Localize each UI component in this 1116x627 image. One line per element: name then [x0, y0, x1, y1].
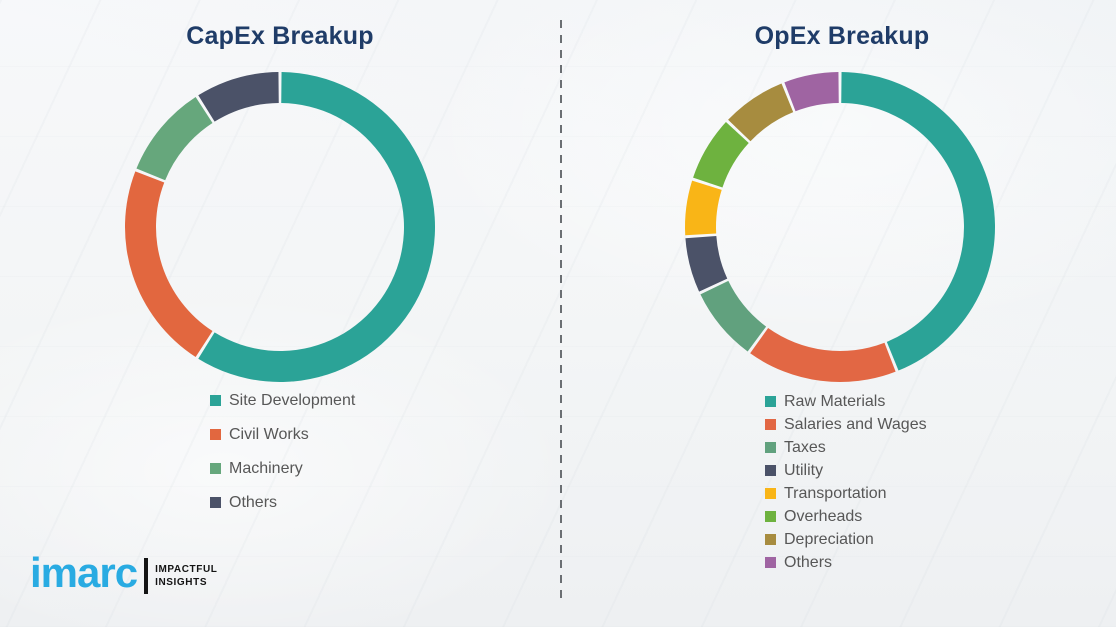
legend-label: Overheads: [784, 508, 863, 525]
donut-segment-overheads: [693, 122, 749, 188]
donut-segment-utility: [685, 236, 728, 292]
imarc-tagline-line2: INSIGHTS: [155, 577, 208, 588]
capex-chart-title: CapEx Breakup: [186, 22, 374, 50]
legend-item-utility: Utility: [765, 462, 927, 479]
legend-swatch-icon: [210, 463, 221, 474]
legend-swatch-icon: [765, 396, 776, 407]
donut-segment-transportation: [685, 180, 722, 236]
legend-label: Taxes: [784, 439, 826, 456]
legend-label: Others: [784, 554, 833, 571]
legend-swatch-icon: [765, 465, 776, 476]
legend-label: Machinery: [229, 460, 303, 477]
imarc-logo-divider-bar: [144, 558, 149, 594]
section-divider-dashed-line: [560, 20, 562, 602]
imarc-logo: imarc IMPACTFUL INSIGHTS: [30, 552, 218, 594]
opex-chart-title: OpEx Breakup: [754, 22, 930, 50]
legend-item-civil-works: Civil Works: [210, 426, 355, 443]
legend-label: Others: [229, 494, 278, 511]
legend-label: Salaries and Wages: [784, 416, 927, 433]
legend-label: Utility: [784, 462, 824, 479]
legend-item-site-development: Site Development: [210, 392, 355, 409]
legend-swatch-icon: [210, 395, 221, 406]
legend-item-depreciation: Depreciation: [765, 531, 927, 548]
imarc-logo-tagline: IMPACTFUL INSIGHTS: [155, 563, 217, 589]
legend-item-taxes: Taxes: [765, 439, 927, 456]
legend-swatch-icon: [765, 511, 776, 522]
legend-swatch-icon: [210, 497, 221, 508]
donut-segment-taxes: [700, 280, 767, 352]
legend-item-transportation: Transportation: [765, 485, 927, 502]
donut-segment-civil-works: [124, 171, 213, 358]
legend-item-machinery: Machinery: [210, 460, 355, 477]
legend-swatch-icon: [765, 442, 776, 453]
legend-label: Site Development: [229, 392, 356, 409]
legend-swatch-icon: [765, 488, 776, 499]
donut-segment-site-development: [198, 72, 436, 383]
donut-segment-raw-materials: [841, 72, 996, 371]
opex-legend: Raw Materials Salaries and Wages Taxes Util…: [765, 393, 927, 577]
imarc-logo-wordmark: imarc: [30, 549, 138, 596]
legend-swatch-icon: [765, 534, 776, 545]
legend-item-others: Others: [765, 554, 927, 571]
opex-donut-chart: [685, 72, 996, 383]
donut-segment-depreciation: [728, 83, 794, 142]
donut-segment-machinery: [136, 96, 213, 181]
donut-segment-others: [198, 72, 279, 122]
legend-swatch-icon: [765, 557, 776, 568]
legend-swatch-icon: [210, 429, 221, 440]
legend-label: Civil Works: [229, 426, 309, 443]
legend-item-salaries-and-wages: Salaries and Wages: [765, 416, 927, 433]
legend-label: Raw Materials: [784, 393, 886, 410]
imarc-tagline-line1: IMPACTFUL: [155, 564, 218, 575]
legend-item-overheads: Overheads: [765, 508, 927, 525]
legend-label: Depreciation: [784, 531, 874, 548]
legend-item-raw-materials: Raw Materials: [765, 393, 927, 410]
legend-swatch-icon: [765, 419, 776, 430]
donut-segment-others: [784, 72, 839, 112]
legend-label: Transportation: [784, 485, 887, 502]
capex-donut-chart: [124, 72, 436, 383]
donut-segment-salaries-and-wages: [750, 328, 896, 383]
capex-legend: Site Development Civil Works Machinery Othe…: [210, 392, 355, 528]
legend-item-others: Others: [210, 494, 355, 511]
